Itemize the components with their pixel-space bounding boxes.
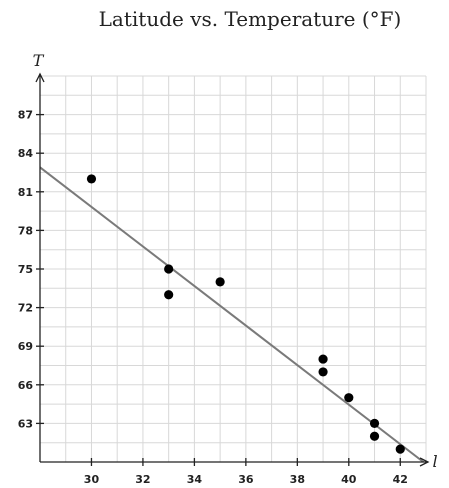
x-tick-label: 38 xyxy=(290,473,305,486)
data-point xyxy=(344,393,354,403)
y-tick-label: 84 xyxy=(18,147,34,160)
x-tick-label: 42 xyxy=(393,473,408,486)
y-tick-label: 69 xyxy=(18,340,33,353)
x-tick-label: 36 xyxy=(238,473,254,486)
data-point xyxy=(369,418,380,428)
data-point xyxy=(369,431,380,441)
y-tick-label: 75 xyxy=(18,263,33,276)
grid xyxy=(39,75,427,463)
x-tick-label: 32 xyxy=(135,473,150,486)
data-point xyxy=(164,290,174,300)
y-tick-label: 63 xyxy=(18,417,33,430)
data-point xyxy=(318,354,328,364)
x-axis-arrow xyxy=(419,457,430,467)
x-tick-label: 40 xyxy=(341,473,357,486)
x-tick-label: 34 xyxy=(187,473,203,486)
data-point xyxy=(318,367,328,377)
y-tick-label: 81 xyxy=(18,186,33,199)
trend-line xyxy=(40,166,425,462)
y-axis-label: T xyxy=(33,51,45,70)
x-axis-label: l xyxy=(432,452,437,471)
y-axis-arrow xyxy=(35,72,45,83)
data-point xyxy=(86,174,97,184)
y-tick-label: 87 xyxy=(18,109,33,122)
data-points xyxy=(86,174,405,454)
data-point xyxy=(215,277,225,287)
data-point xyxy=(164,264,174,274)
y-tick-label: 78 xyxy=(18,224,33,237)
data-point xyxy=(395,444,405,454)
y-tick-label: 72 xyxy=(18,302,33,315)
trend-line-group xyxy=(40,166,425,462)
axes xyxy=(35,72,430,467)
y-tick-label: 66 xyxy=(18,379,34,392)
tick-labels: 30 32 34 36 38 40 42 63 66 69 72 75 78 81 84 87 xyxy=(18,109,408,486)
chart-title: Latitude vs. Temperature (°F) xyxy=(99,7,402,31)
x-tick-label: 30 xyxy=(84,473,100,486)
